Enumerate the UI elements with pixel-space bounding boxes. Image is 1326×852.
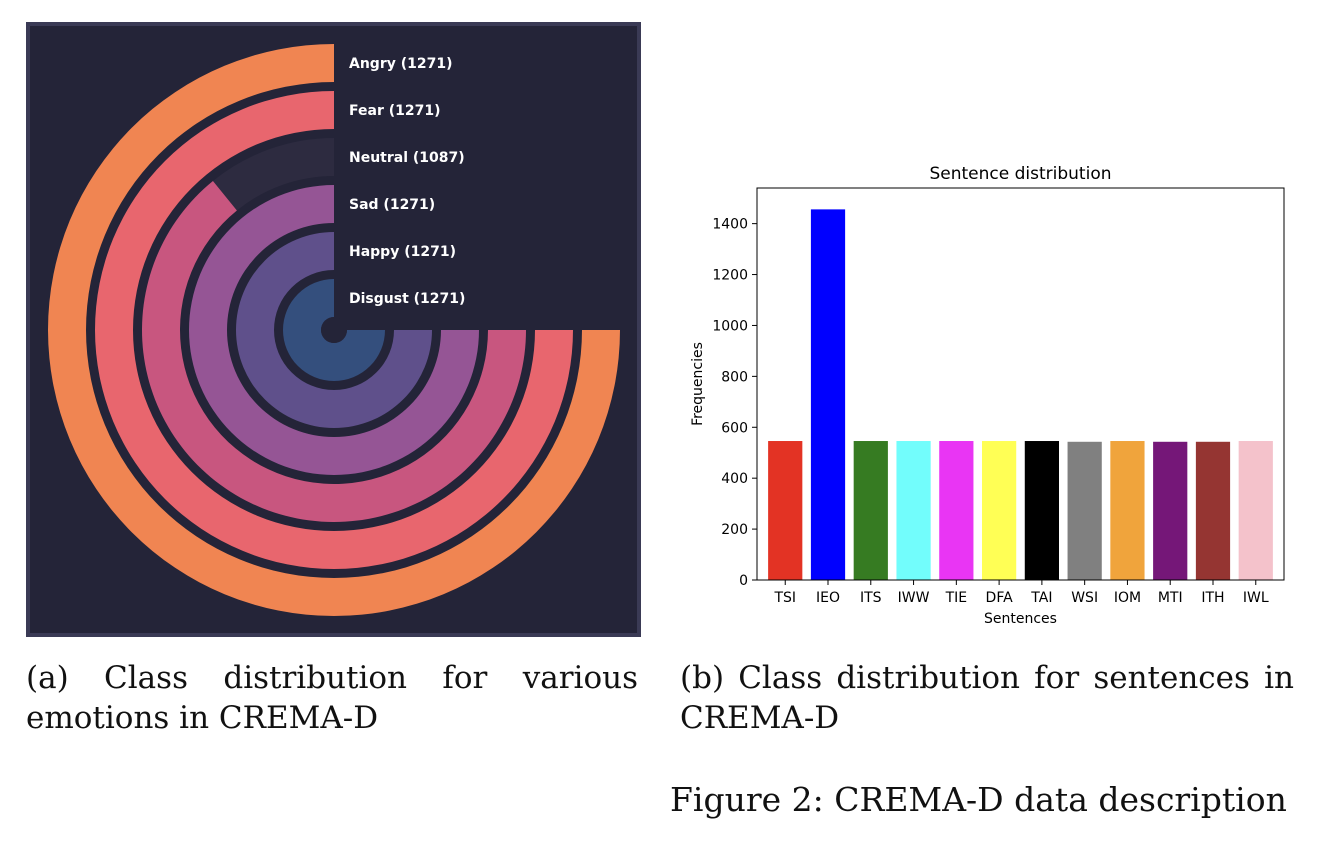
sentence-bar-chart: Sentence distribution TSI IEO ITS IWW TIE DFA T… — [690, 164, 1285, 627]
x-tick-label: TIE — [945, 590, 968, 606]
bar-mti — [1153, 441, 1188, 580]
x-tick-label: TSI — [773, 590, 796, 606]
ring-label-disgust: Disgust (1271) — [349, 291, 465, 307]
bar-dfa — [982, 441, 1017, 580]
x-tick-label: IWL — [1243, 590, 1269, 606]
x-tick-label: IWW — [898, 590, 930, 606]
y-tick-label: 1400 — [712, 217, 748, 233]
figure-caption: Figure 2: CREMA-D data description — [670, 780, 1287, 819]
bar-iwl — [1238, 441, 1273, 580]
ring-happy — [236, 232, 432, 428]
y-tick-label: 1000 — [712, 318, 748, 334]
x-tick-label: TAI — [1030, 590, 1052, 606]
y-tick-label: 0 — [739, 573, 748, 589]
x-tick-label: IEO — [816, 590, 840, 606]
ring-track-neutral — [212, 138, 334, 211]
x-tick-label: IOM — [1114, 590, 1141, 606]
radial-center-hole — [321, 317, 347, 343]
x-tick-label: ITH — [1201, 590, 1224, 606]
x-tick-label: ITS — [860, 590, 882, 606]
chart-title: Sentence distribution — [929, 164, 1111, 184]
y-axis-label: Frequencies — [690, 342, 706, 426]
ring-label-sad: Sad (1271) — [349, 197, 435, 213]
bar-iww — [896, 441, 931, 580]
bar-tie — [939, 441, 974, 580]
ring-label-neutral: Neutral (1087) — [349, 150, 465, 166]
radial-chart-panel: Angry (1271) Fear (1271) Neutral (1087) Sad… — [26, 22, 641, 637]
x-tick-label: DFA — [986, 590, 1014, 606]
y-tick-label: 1200 — [712, 268, 748, 284]
radial-chart: Angry (1271) Fear (1271) Neutral (1087) Sad… — [48, 44, 620, 616]
ring-neutral — [142, 180, 526, 522]
x-tick-label: WSI — [1071, 590, 1098, 606]
bar-its — [853, 441, 888, 580]
ring-label-fear: Fear (1271) — [349, 103, 440, 119]
y-tick-label: 400 — [721, 471, 748, 487]
y-tick-label: 800 — [721, 369, 748, 385]
bar-tai — [1024, 441, 1059, 580]
ring-label-angry: Angry (1271) — [349, 56, 453, 72]
bar-iom — [1110, 441, 1145, 580]
ring-disgust — [283, 279, 385, 381]
caption-a: (a) Class distribution for various emoti… — [26, 660, 638, 736]
x-tick-label: MTI — [1158, 590, 1183, 606]
ring-label-happy: Happy (1271) — [349, 244, 456, 260]
caption-b: (b) Class distribution for sentences in … — [680, 660, 1294, 736]
x-axis-label: Sentences — [984, 611, 1057, 627]
bar-wsi — [1067, 441, 1102, 580]
plot-frame — [756, 187, 1285, 581]
bar-tsi — [768, 441, 803, 580]
bar-ith — [1195, 441, 1231, 580]
bar-ieo — [810, 209, 846, 580]
y-tick-label: 600 — [721, 420, 748, 436]
y-tick-label: 200 — [721, 522, 748, 538]
